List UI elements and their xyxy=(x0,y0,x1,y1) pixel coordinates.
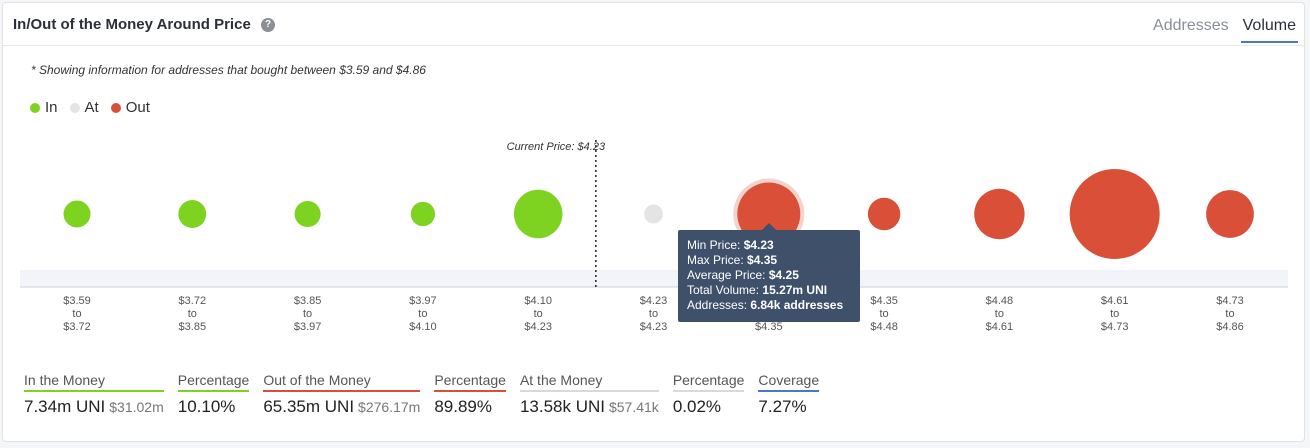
bubble-out[interactable] xyxy=(1206,190,1254,238)
tooltip-addresses: Addresses: 6.84k addresses xyxy=(687,298,844,312)
help-icon[interactable]: ? xyxy=(261,18,275,32)
tick-label: $3.85 to $3.97 xyxy=(294,295,322,333)
tick-label: $4.48 to $4.61 xyxy=(986,295,1014,333)
tick-label: $4.35 to $4.48 xyxy=(870,295,898,333)
range-note: * Showing information for addresses that… xyxy=(31,63,426,77)
bubble-in[interactable] xyxy=(513,189,563,239)
chart-baseline-band xyxy=(20,270,1288,287)
stat-value: 7.27% xyxy=(758,397,807,416)
bubble-out[interactable] xyxy=(1069,169,1160,259)
bucket-tooltip: Min Price: $4.23 Max Price: $4.35 Averag… xyxy=(678,223,860,322)
stat-label: Out of the Money xyxy=(263,372,421,392)
current-price-label: Current Price: $4.23 xyxy=(507,141,606,153)
tick-label: $4.23 to $4.23 xyxy=(640,295,668,333)
legend-in-label: In xyxy=(45,99,58,116)
tick-label: $3.97 to $4.10 xyxy=(409,295,437,333)
stat-out-percentage: Percentage 89.89% xyxy=(434,372,506,417)
stat-value: 13.58k UNI $57.41k xyxy=(519,397,659,416)
stat-in-percentage: Percentage 10.10% xyxy=(177,372,250,417)
chart-legend: In At Out xyxy=(30,99,150,116)
legend-at-swatch xyxy=(69,102,80,113)
stat-label: Percentage xyxy=(177,372,250,392)
stat-coverage: Coverage 7.27% xyxy=(758,372,820,417)
legend-out-swatch xyxy=(110,102,121,113)
stat-value: 65.35m UNI $276.17m xyxy=(263,397,421,416)
bubble-out[interactable] xyxy=(974,188,1025,240)
stat-at-the-money: At the Money 13.58k UNI $57.41k xyxy=(519,372,659,417)
bubble-at[interactable] xyxy=(644,204,663,224)
summary-stats: In the Money 7.34m UNI $31.02m Percentage… xyxy=(24,372,833,417)
tick-label: $4.73 to $4.86 xyxy=(1216,295,1244,333)
bubble-in[interactable] xyxy=(178,200,207,228)
tooltip-max-price: Max Price: $4.35 xyxy=(687,253,778,267)
stat-at-percentage: Percentage 0.02% xyxy=(672,372,745,417)
tooltip-min-price: Min Price: $4.23 xyxy=(687,238,774,252)
tab-addresses[interactable]: Addresses xyxy=(1153,17,1229,34)
bubble-out[interactable] xyxy=(737,182,801,246)
tick-label: $4.10 to $4.23 xyxy=(524,295,552,333)
stat-value: 0.02% xyxy=(672,397,722,416)
bubble-in[interactable] xyxy=(410,201,436,227)
stat-label: Coverage xyxy=(758,372,820,392)
bubble-in[interactable] xyxy=(63,200,91,228)
legend-at-label: At xyxy=(84,99,99,116)
legend-in[interactable]: In xyxy=(30,99,58,116)
stat-label: Percentage xyxy=(672,372,745,392)
legend-at[interactable]: At xyxy=(69,99,99,116)
legend-out-label: Out xyxy=(125,99,150,116)
tooltip-total-volume: Total Volume: 15.27m UNI xyxy=(687,283,828,297)
stat-out-of-the-money: Out of the Money 65.35m UNI $276.17m xyxy=(263,372,421,417)
header-divider xyxy=(3,45,1304,46)
stat-label: In the Money xyxy=(24,372,164,392)
bubble-in[interactable] xyxy=(294,200,321,228)
stat-value: 10.10% xyxy=(177,397,236,416)
tick-label: $3.59 to $3.72 xyxy=(63,295,91,333)
tick-label: $4.61 to $4.73 xyxy=(1101,295,1129,333)
stat-label: At the Money xyxy=(519,372,659,392)
tooltip-average-price: Average Price: $4.25 xyxy=(687,268,799,282)
card-title: In/Out of the Money Around Price xyxy=(13,16,251,33)
stat-value: 89.89% xyxy=(434,397,492,416)
tick-label: $3.72 to $3.85 xyxy=(179,295,207,333)
stat-label: Percentage xyxy=(434,372,506,392)
bubble-out[interactable] xyxy=(867,197,901,231)
legend-in-swatch xyxy=(30,102,40,113)
tab-volume[interactable]: Volume xyxy=(1240,15,1298,43)
stat-value: 7.34m UNI $31.02m xyxy=(24,397,164,416)
legend-out[interactable]: Out xyxy=(110,99,150,116)
view-tabs: Addresses Volume xyxy=(1151,15,1298,43)
stat-in-the-money: In the Money 7.34m UNI $31.02m xyxy=(24,372,164,417)
